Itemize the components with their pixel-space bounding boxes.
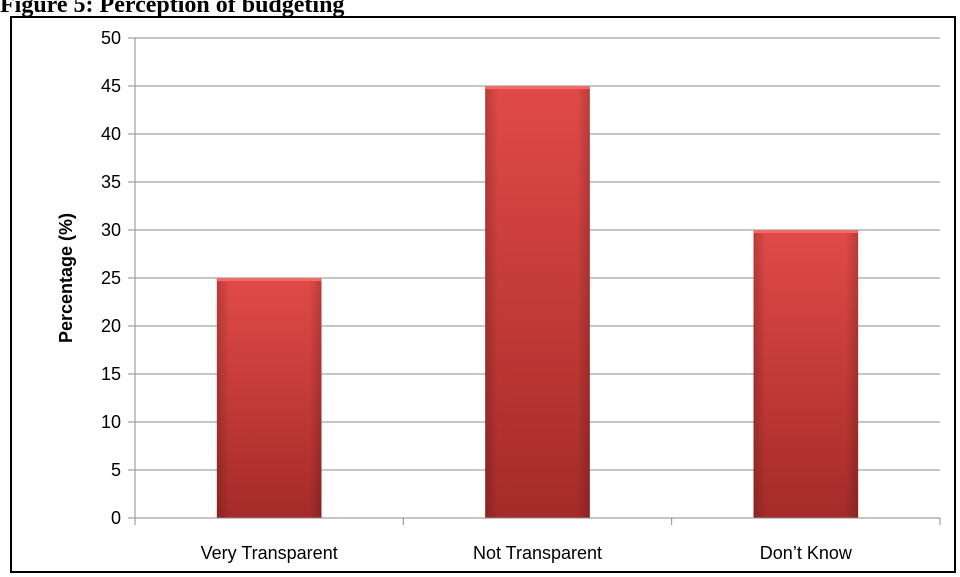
bar-top-edge	[485, 86, 590, 89]
bars	[216, 86, 859, 518]
bar-2	[485, 86, 590, 518]
bar-shading	[753, 230, 859, 518]
bar-shading	[485, 86, 590, 518]
labels: 0 5 10 15 20 25 30 35 40 45 50 Very Transparent Not …	[101, 28, 853, 563]
y-tick-label: 35	[101, 172, 121, 192]
x-category-label: Don’t Know	[760, 543, 853, 563]
y-axis-title: Percentage (%)	[56, 213, 76, 343]
y-tick-label: 20	[101, 316, 121, 336]
y-tick-label: 15	[101, 364, 121, 384]
figure-caption: Figure 5: Perception of budgeting	[0, 0, 345, 16]
y-tick-label: 25	[101, 268, 121, 288]
bar-shading	[216, 278, 322, 518]
y-tick-label: 10	[101, 412, 121, 432]
x-category-label: Not Transparent	[473, 543, 602, 563]
bar-top-edge	[216, 278, 322, 281]
y-tick-label: 30	[101, 220, 121, 240]
bar-top-edge	[753, 230, 859, 233]
axes	[128, 37, 941, 525]
bar-3	[753, 230, 859, 518]
bar-1	[216, 278, 322, 518]
x-category-label: Very Transparent	[201, 543, 338, 563]
y-tick-label: 50	[101, 28, 121, 48]
y-tick-label: 45	[101, 76, 121, 96]
y-tick-label: 5	[111, 460, 121, 480]
y-tick-label: 40	[101, 124, 121, 144]
y-tick-label: 0	[111, 508, 121, 528]
